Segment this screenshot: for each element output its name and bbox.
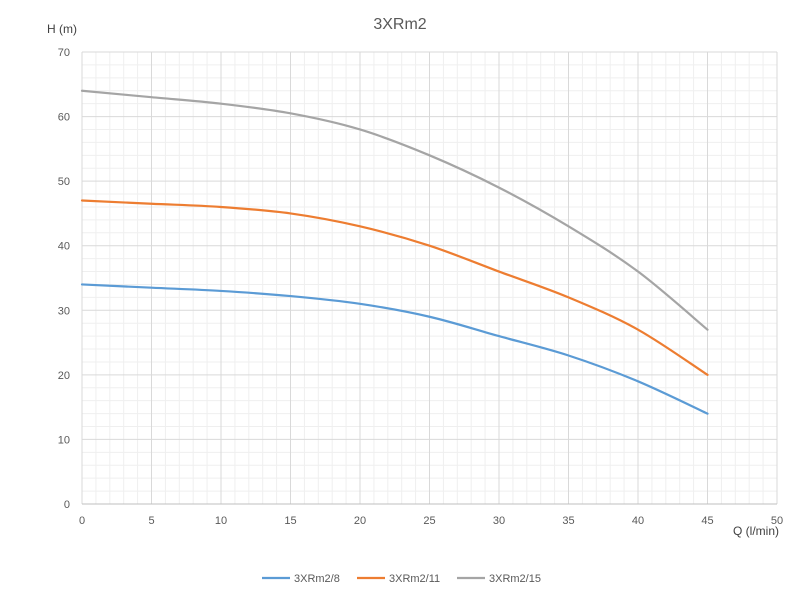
y-tick-label: 50 (58, 176, 70, 188)
series-line-2 (80, 199, 709, 376)
x-tick-label: 5 (148, 515, 154, 527)
legend: 3XRm2/8 3XRm2/11 3XRm2/15 (262, 573, 541, 585)
chart-title: 3XRm2 (373, 16, 426, 33)
legend-entry-label: 3XRm2/8 (294, 573, 340, 585)
series-line-3 (80, 89, 709, 331)
x-tick-label: 45 (701, 515, 713, 527)
x-tick-label: 35 (562, 515, 574, 527)
grid (81, 51, 778, 505)
legend-entry-label: 3XRm2/15 (489, 573, 541, 585)
y-axis-title: H (m) (47, 22, 77, 36)
tick-labels: 0 5 10 15 20 25 30 35 40 45 50 0 10 20 30 40 50 60 70 (58, 47, 783, 527)
y-tick-label: 0 (64, 499, 70, 511)
x-tick-label: 40 (632, 515, 644, 527)
x-tick-label: 25 (423, 515, 435, 527)
x-tick-label: 10 (215, 515, 227, 527)
series-line-1 (80, 283, 709, 415)
x-tick-label: 0 (79, 515, 85, 527)
y-tick-label: 30 (58, 305, 70, 317)
x-axis-title: Q (l/min) (733, 524, 779, 538)
y-tick-label: 20 (58, 370, 70, 382)
y-tick-label: 40 (58, 241, 70, 253)
y-tick-label: 60 (58, 112, 70, 124)
series-lines (80, 89, 709, 415)
x-tick-label: 15 (284, 515, 296, 527)
x-tick-label: 50 (771, 515, 783, 527)
legend-entry-label: 3XRm2/11 (389, 573, 440, 585)
x-tick-label: 20 (354, 515, 366, 527)
y-tick-label: 70 (58, 47, 70, 59)
y-tick-label: 10 (58, 434, 70, 446)
x-tick-label: 30 (493, 515, 505, 527)
